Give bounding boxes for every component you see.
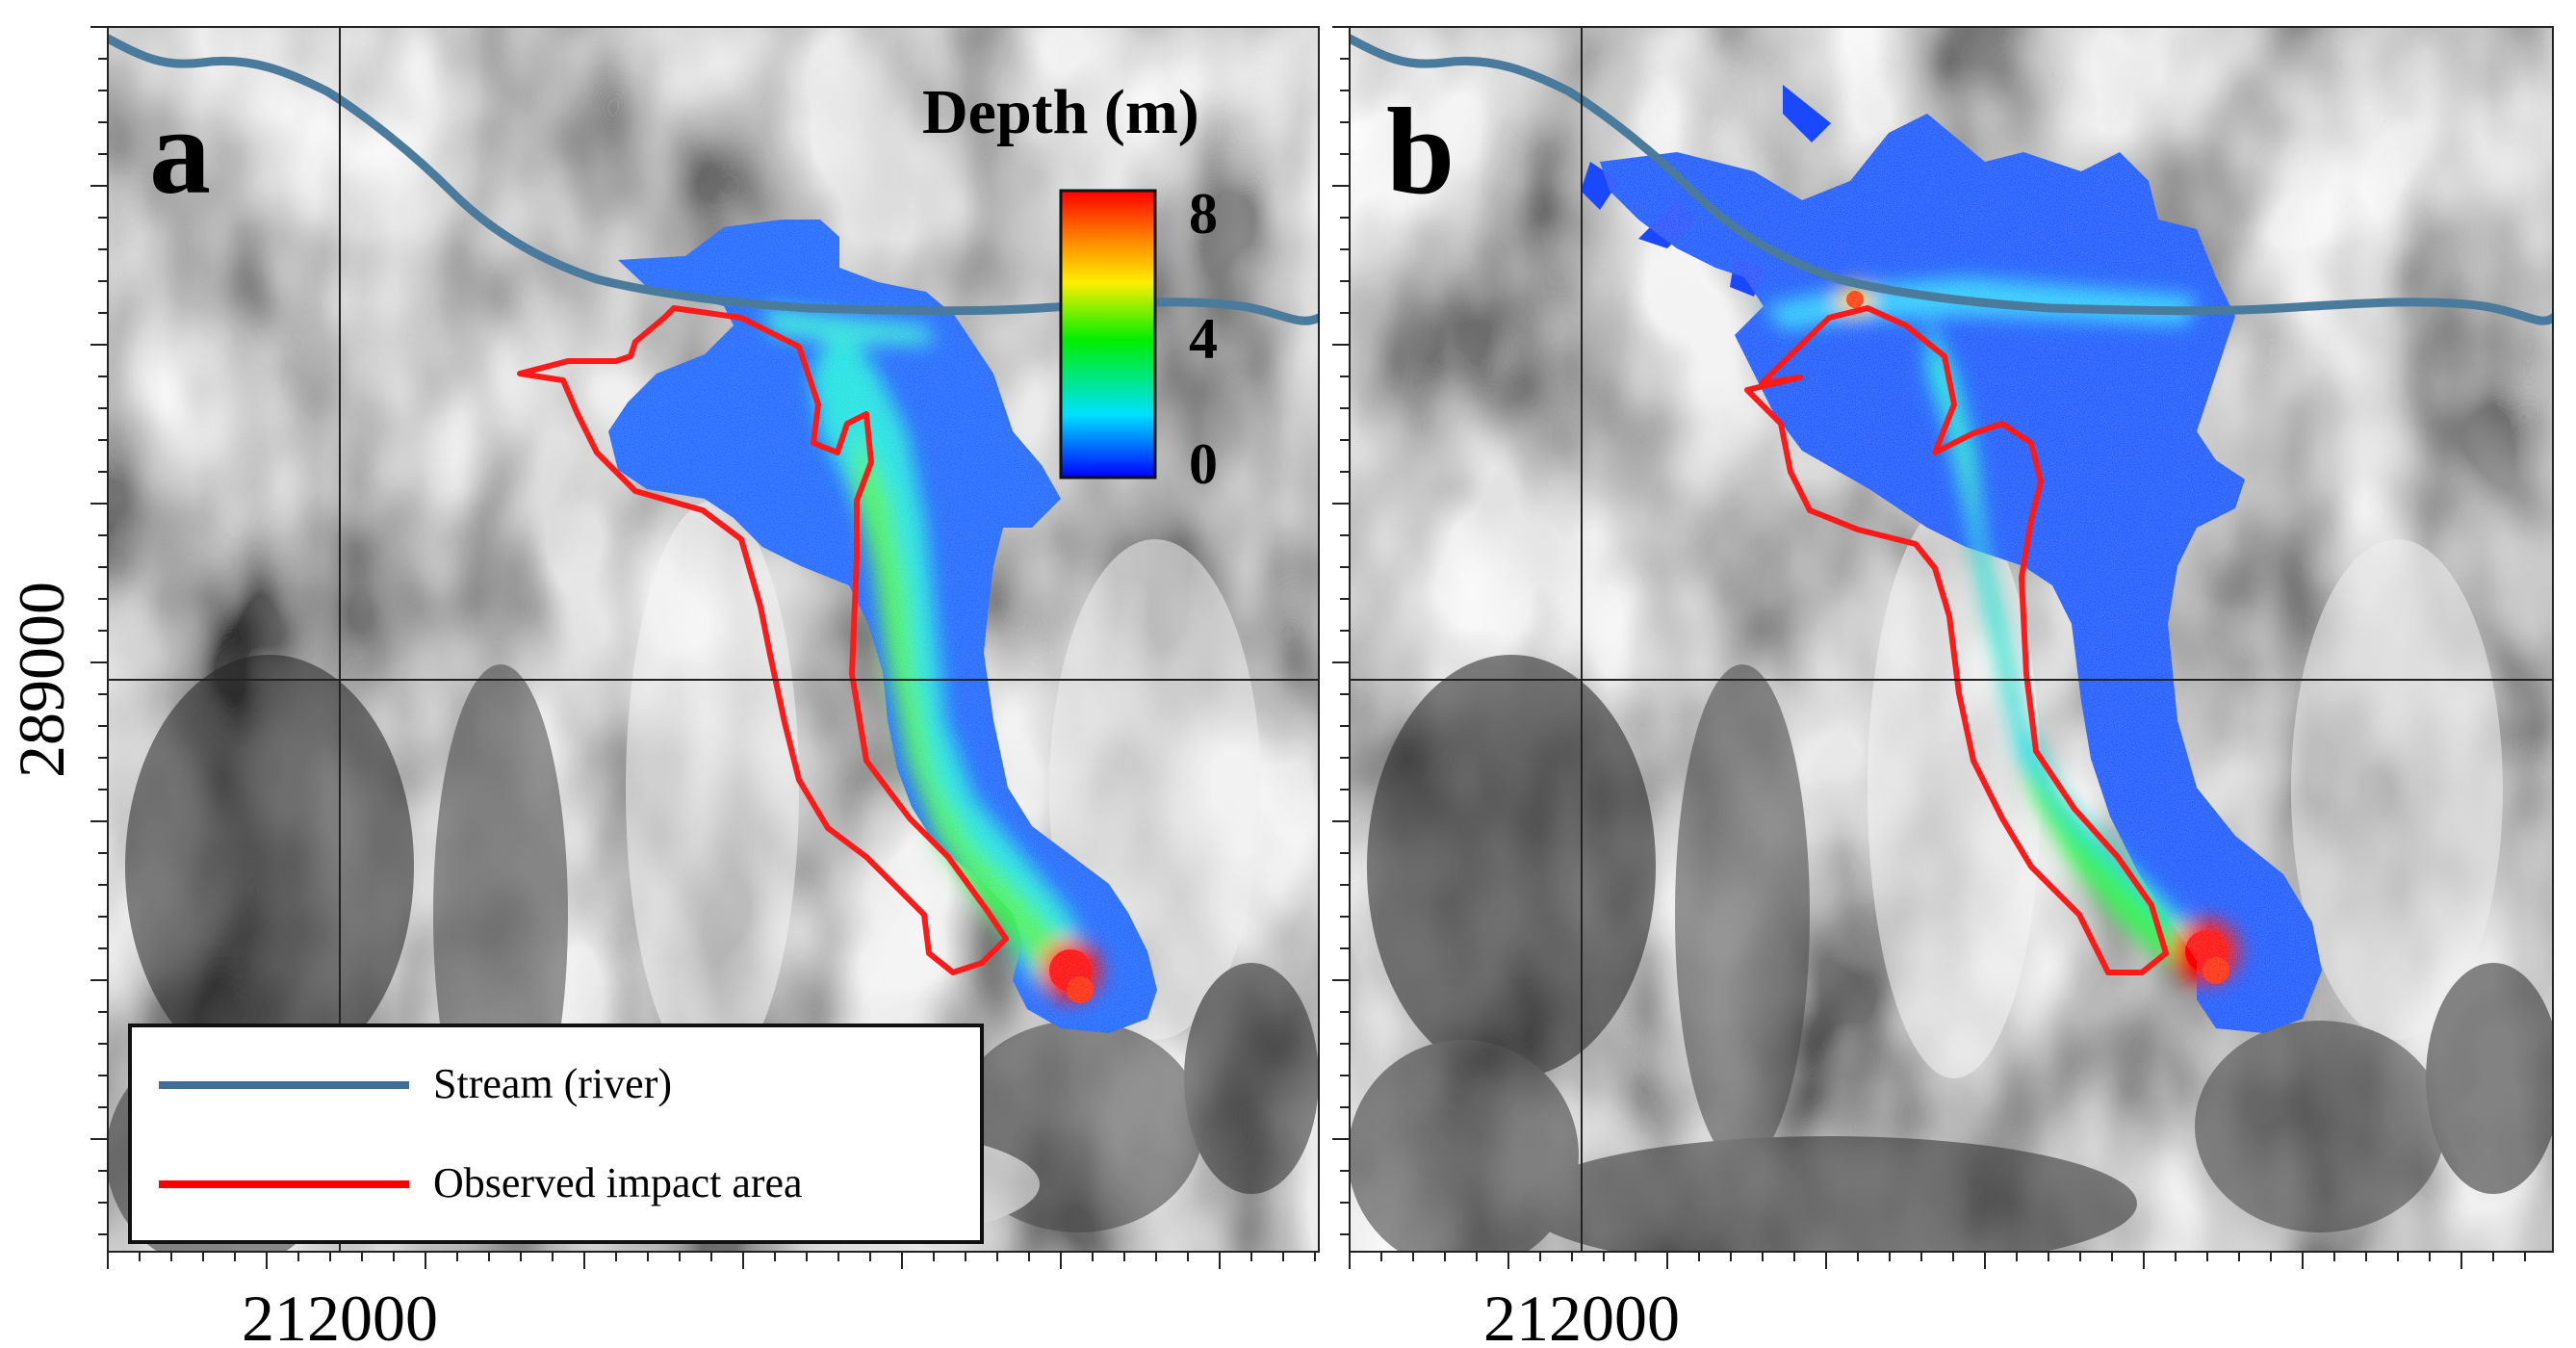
panel-b-map: b 212000 [1332, 26, 2554, 1348]
x-tick-label-a: 212000 [242, 1282, 438, 1348]
observed-impact-outline-b [1744, 305, 2169, 975]
colorbar-tick-0: 0 [1189, 432, 1218, 496]
y-tick-label-a: 289000 [5, 582, 78, 778]
flow-depth-field-b [1581, 85, 2322, 1033]
colorbar-tick-4: 4 [1189, 307, 1218, 371]
legend-stream-label: Stream (river) [433, 1060, 672, 1107]
legend-box [128, 1024, 984, 1244]
panel-label-b: b [1386, 83, 1455, 220]
x-tick-label-b: 212000 [1483, 1282, 1680, 1348]
axis-ticks-b [1332, 26, 2526, 1269]
colorbar-ramp [1059, 189, 1157, 480]
map-legend: Stream (river) Observed impact area [128, 1024, 984, 1244]
legend-observed-label: Observed impact area [433, 1159, 803, 1206]
depth-colorbar: Depth (m) 8 4 0 [922, 77, 1218, 496]
flow-depth-field-a [608, 220, 1157, 1033]
axis-ticks-a [90, 26, 1316, 1269]
observed-impact-outline-a [517, 305, 1009, 975]
panel-label-a: a [149, 83, 211, 220]
colorbar-title: Depth (m) [922, 77, 1199, 147]
panel-a-map: a Depth (m) 8 4 0 Stream (river) Observe… [5, 26, 1320, 1348]
colorbar-tick-8: 8 [1189, 182, 1218, 246]
stream-line-b [1350, 34, 2553, 325]
